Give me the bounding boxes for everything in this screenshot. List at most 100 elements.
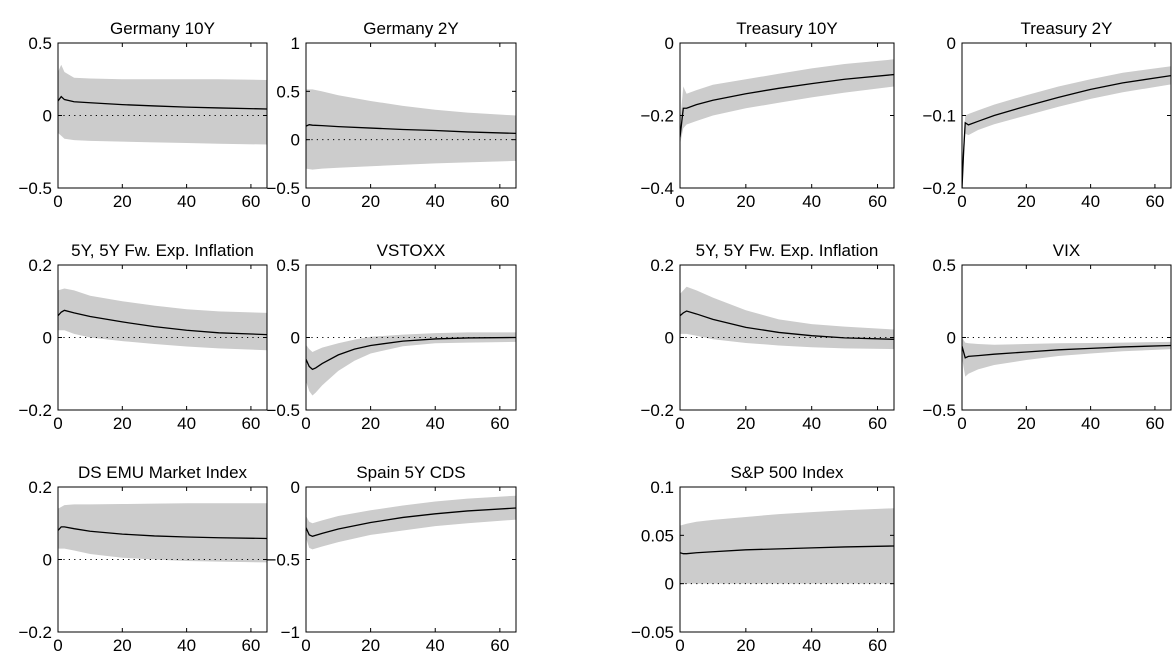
x-tick-label: 0 (301, 192, 310, 211)
x-tick-label: 20 (1017, 414, 1036, 433)
confidence-band (680, 286, 894, 350)
chart-panel-5: 0 20 40 60−0.200.25Y, 5Y Fw. Exp. Inflation (18, 241, 268, 433)
y-tick-label: −0.1 (922, 107, 956, 126)
x-tick-label: 40 (177, 192, 196, 211)
x-tick-label: 20 (361, 192, 380, 211)
plot-area (58, 503, 267, 563)
x-tick-label: 60 (490, 192, 509, 211)
panel-title: Germany 10Y (110, 19, 215, 38)
y-tick-label: −0.4 (640, 179, 674, 198)
y-tick-label: 0 (665, 575, 674, 594)
x-tick-label: 60 (1145, 414, 1164, 433)
confidence-band (680, 508, 894, 584)
y-tick-label: −0.2 (640, 401, 674, 420)
x-tick-label: 60 (868, 636, 887, 655)
axes-frame (305, 42, 517, 189)
y-tick-label: −0.5 (18, 179, 52, 198)
response-line (962, 74, 1171, 188)
y-tick-label: 0 (43, 329, 52, 348)
x-tick-label: 40 (426, 636, 445, 655)
x-tick-label: 40 (1081, 414, 1100, 433)
response-line (306, 124, 516, 135)
chart-panel-4: 0 20 40 60 −0.2 −0.1 0 Treasury 2Y (922, 19, 1172, 211)
y-tick-label: −1 (281, 623, 300, 642)
y-tick-label: 0.1 (650, 478, 674, 497)
panel-title: VIX (1053, 241, 1080, 260)
plot-area (58, 288, 267, 351)
x-tick-label: 0 (675, 192, 684, 211)
y-tick-label: 0 (43, 107, 52, 126)
x-tick-label: 60 (868, 192, 887, 211)
x-tick-label: 60 (241, 414, 260, 433)
confidence-band (962, 337, 1171, 377)
y-tick-label: 0.5 (932, 256, 956, 275)
y-tick-label: 0.05 (641, 526, 674, 545)
x-tick-label: 20 (113, 636, 132, 655)
panel-title: S&P 500 Index (730, 463, 844, 482)
panel-title: 5Y, 5Y Fw. Exp. Inflation (71, 241, 254, 260)
chart-panel-9: 0 20 40 60−0.200.2DS EMU Market Index (18, 463, 268, 655)
y-tick-label: 0.2 (650, 256, 674, 275)
response-line (306, 336, 516, 371)
response-line (306, 507, 516, 537)
x-tick-label: 60 (490, 636, 509, 655)
x-tick-label: 20 (736, 414, 755, 433)
response-line (58, 309, 267, 336)
y-tick-label: 0.5 (276, 256, 300, 275)
x-tick-label: 20 (361, 414, 380, 433)
response-line (680, 310, 894, 340)
confidence-band (306, 332, 516, 396)
y-tick-label: −0.5 (266, 551, 300, 570)
x-tick-label: 0 (301, 636, 310, 655)
panel-title: 5Y, 5Y Fw. Exp. Inflation (696, 241, 879, 260)
y-tick-label: 1 (291, 34, 300, 53)
x-tick-label: 40 (426, 192, 445, 211)
chart-panel-10: 0 20 40 60 −1 −0.5 0 Spain 5Y CDS (266, 463, 517, 655)
response-line (58, 95, 267, 110)
confidence-band (58, 64, 267, 145)
confidence-band (306, 495, 516, 550)
x-tick-label: 20 (361, 636, 380, 655)
x-tick-label: 20 (1017, 192, 1036, 211)
panel-title: VSTOXX (377, 241, 446, 260)
y-tick-label: 0 (43, 551, 52, 570)
y-tick-label: 0 (947, 329, 956, 348)
x-tick-label: 20 (736, 636, 755, 655)
y-tick-label: 0 (947, 34, 956, 53)
plot-area (306, 89, 516, 170)
panel-title: Treasury 10Y (736, 19, 837, 38)
axes-frame (679, 486, 895, 633)
y-tick-label: 0.5 (28, 34, 52, 53)
plot-area (962, 66, 1171, 188)
plot-area (306, 332, 516, 396)
x-tick-label: 0 (53, 636, 62, 655)
confidence-band (680, 59, 894, 145)
confidence-band (962, 66, 1171, 188)
x-tick-label: 0 (957, 414, 966, 433)
response-line (680, 73, 894, 138)
y-tick-label: −0.2 (640, 107, 674, 126)
x-tick-label: 0 (53, 414, 62, 433)
x-tick-label: 0 (675, 414, 684, 433)
x-tick-label: 0 (957, 192, 966, 211)
plot-area (306, 495, 516, 550)
y-tick-label: −0.2 (922, 179, 956, 198)
confidence-band (58, 288, 267, 351)
response-line (58, 526, 267, 540)
y-tick-label: 0 (291, 329, 300, 348)
y-tick-label: −0.2 (18, 401, 52, 420)
y-tick-label: 0 (665, 34, 674, 53)
plot-area (58, 64, 267, 145)
x-tick-label: 40 (177, 636, 196, 655)
x-tick-label: 0 (675, 636, 684, 655)
y-tick-label: 0 (665, 329, 674, 348)
y-tick-label: −0.5 (266, 401, 300, 420)
y-tick-label: −0.5 (922, 401, 956, 420)
x-tick-label: 60 (241, 636, 260, 655)
plot-area (962, 337, 1171, 377)
x-tick-label: 40 (802, 414, 821, 433)
